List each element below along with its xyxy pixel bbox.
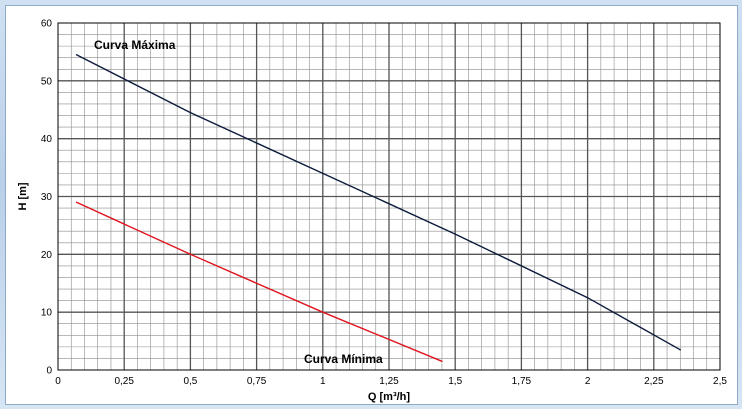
- data-point: [189, 253, 192, 256]
- x-tick-label: 2: [585, 376, 591, 387]
- plot-border: [57, 22, 721, 371]
- y-tick-label: 40: [41, 134, 53, 145]
- x-tick-label: 1,75: [512, 376, 532, 387]
- series-line-0: [76, 54, 681, 351]
- x-tick-label: 1,5: [448, 376, 462, 387]
- x-tick-label: 1,25: [379, 376, 399, 387]
- data-point: [679, 349, 681, 351]
- data-point: [586, 297, 589, 299]
- data-point: [454, 233, 456, 235]
- series-label-curva-minima: Curva Mínima: [304, 352, 383, 366]
- major-grid: [58, 23, 720, 370]
- x-tick-label: 0,75: [247, 376, 267, 387]
- data-point: [322, 311, 324, 313]
- y-axis-title: H [m]: [17, 182, 29, 210]
- data-point: [441, 360, 443, 363]
- x-tick-label: 2,5: [713, 376, 727, 387]
- series-lines: [75, 54, 681, 363]
- y-tick-label: 60: [41, 19, 53, 30]
- x-tick-label: 2,25: [644, 376, 664, 387]
- y-tick-label: 30: [41, 192, 53, 203]
- x-tick-label: 1: [320, 376, 326, 387]
- series-line-1: [76, 201, 443, 362]
- x-tick-labels: 0 0,25 0,5 0,75 1 1,25 1,5 1,75 2 2,25 2,5: [55, 376, 727, 387]
- x-tick-label: 0: [55, 376, 61, 387]
- data-point: [75, 201, 78, 203]
- y-tick-labels: 0 10 20 30 40 50 60: [41, 19, 53, 377]
- y-tick-label: 50: [41, 76, 53, 87]
- x-tick-label: 0,5: [183, 376, 197, 387]
- y-tick-label: 0: [46, 366, 52, 377]
- data-point: [189, 111, 192, 114]
- data-point: [322, 172, 324, 175]
- series-labels: Curva Máxima Curva Mínima: [94, 38, 383, 366]
- x-axis-title: Q [m³/h]: [368, 391, 410, 403]
- y-tick-label: 10: [41, 308, 53, 319]
- y-tick-label: 20: [41, 250, 53, 261]
- series-label-curva-maxima: Curva Máxima: [94, 38, 176, 52]
- chart-frame: [5, 5, 738, 405]
- x-tick-label: 0,25: [114, 376, 134, 387]
- data-point: [75, 54, 78, 56]
